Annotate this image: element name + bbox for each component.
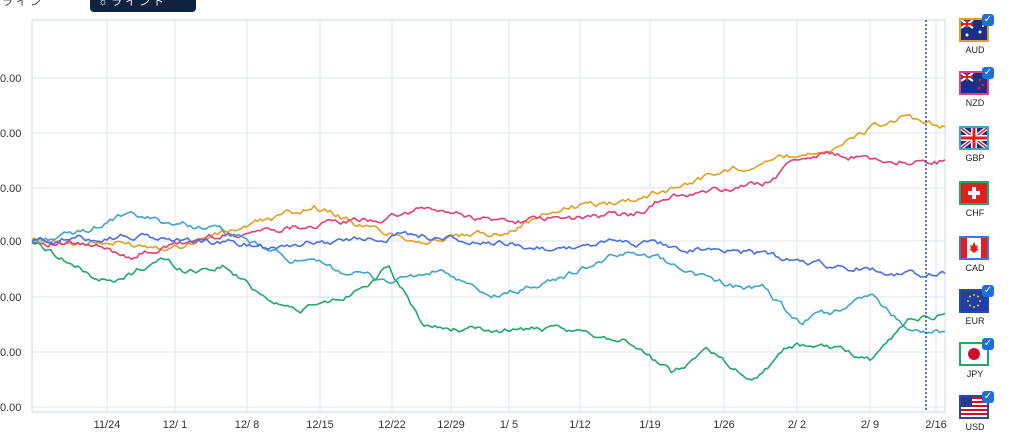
legend-label-jpy: JPY xyxy=(966,369,984,379)
legend-item-gbp[interactable]: GBP xyxy=(950,126,1000,172)
y-tick-label: 0.00 xyxy=(0,128,21,140)
top-tabs: ラ イ ン ☼ ラ イ ン ド xyxy=(0,0,210,12)
legend-label-cad: CAD xyxy=(965,263,985,273)
series-lines xyxy=(31,114,946,381)
legend-item-eur[interactable]: ✓ EUR xyxy=(950,285,1000,335)
chf-flag-icon xyxy=(959,181,989,205)
x-tick-label: 2/ 2 xyxy=(788,419,806,431)
nzd-flag-icon xyxy=(959,71,989,95)
y-tick-label: 0.00 xyxy=(0,236,21,248)
eur-flag-icon xyxy=(959,289,989,313)
legend-label-usd: USD xyxy=(965,422,985,432)
aud-flag-icon xyxy=(959,18,989,42)
legend-label-aud: AUD xyxy=(965,45,985,55)
gbp-flag-icon xyxy=(959,126,989,150)
legend-item-nzd[interactable]: ✓ NZD xyxy=(950,67,1000,117)
x-tick-label: 12/15 xyxy=(306,419,334,431)
grid xyxy=(31,19,946,413)
nzd-check-icon: ✓ xyxy=(982,67,994,79)
plot-frame xyxy=(31,19,946,413)
series-line-chf xyxy=(31,241,946,381)
x-tick-label: 12/ 1 xyxy=(163,419,187,431)
y-tick-label: 0.00 xyxy=(0,73,21,85)
tab-trend[interactable]: ☼ ラ イ ン ド xyxy=(90,0,196,12)
usd-flag-icon xyxy=(959,395,989,419)
series-line-cad xyxy=(31,230,946,278)
legend-item-jpy[interactable]: ✓ JPY xyxy=(950,338,1000,388)
legend-item-aud[interactable]: ✓ AUD xyxy=(950,14,1000,64)
x-tick-label: 11/24 xyxy=(94,419,121,431)
legend-label-eur: EUR xyxy=(965,316,985,326)
tab-line[interactable]: ラ イ ン xyxy=(2,0,42,8)
x-tick-label: 1/12 xyxy=(569,419,590,431)
cad-flag-icon xyxy=(959,236,989,260)
legend-label-nzd: NZD xyxy=(965,98,985,108)
legend-item-cad[interactable]: CAD xyxy=(950,236,1000,282)
series-line-aud xyxy=(31,114,946,252)
x-tick-label: 1/26 xyxy=(713,419,734,431)
series-line-gbp xyxy=(31,211,946,335)
series-line-nzd xyxy=(31,150,946,261)
x-tick-label: 2/16 xyxy=(925,419,946,431)
usd-check-icon: ✓ xyxy=(982,391,994,403)
y-tick-label: 0.00 xyxy=(0,347,21,359)
x-tick-label: 12/ 8 xyxy=(235,419,259,431)
y-tick-label: 0.00 xyxy=(0,183,21,195)
x-tick-label: 1/19 xyxy=(639,419,660,431)
aud-check-icon: ✓ xyxy=(982,14,994,26)
y-tick-label: 0.00 xyxy=(0,402,21,414)
legend-item-chf[interactable]: CHF xyxy=(950,181,1000,227)
x-tick-label: 2/ 9 xyxy=(861,419,879,431)
tick-labels: 0.00 0.00 0.00 0.00 0.00 0.00 0.00 11/24 12/ 1 12… xyxy=(0,73,947,431)
y-tick-label: 0.00 xyxy=(0,292,21,304)
jpy-check-icon: ✓ xyxy=(982,338,994,350)
legend-item-usd[interactable]: ✓ USD xyxy=(950,391,1000,441)
x-tick-label: 12/29 xyxy=(437,419,465,431)
eur-check-icon: ✓ xyxy=(982,285,994,297)
x-tick-label: 12/22 xyxy=(378,419,406,431)
legend-label-gbp: GBP xyxy=(965,153,985,163)
legend-label-chf: CHF xyxy=(965,208,985,218)
x-tick-label: 1/ 5 xyxy=(500,419,518,431)
